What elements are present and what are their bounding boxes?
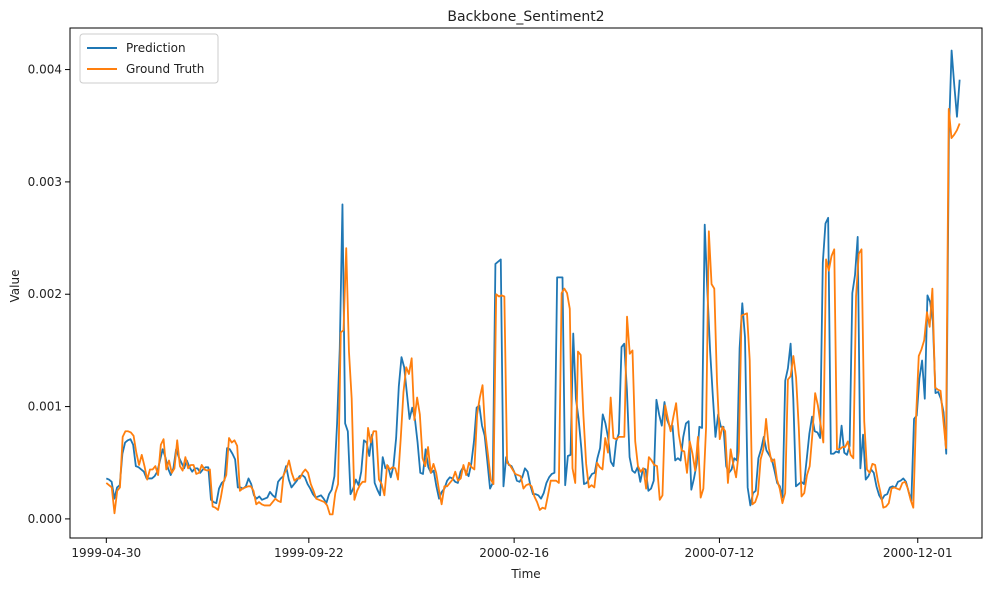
x-axis-label: Time bbox=[510, 567, 540, 581]
legend-label-ground-truth: Ground Truth bbox=[126, 62, 204, 76]
plot-frame bbox=[69, 27, 983, 539]
legend: Prediction Ground Truth bbox=[79, 33, 219, 84]
legend-box bbox=[79, 33, 219, 84]
y-tick-label: 0.002 bbox=[28, 287, 62, 301]
x-tick-label: 1999-04-30 bbox=[71, 546, 141, 560]
plot-area bbox=[105, 49, 961, 516]
y-tick-label: 0.004 bbox=[28, 63, 62, 77]
y-tick-label: 0.001 bbox=[28, 400, 62, 414]
x-axis: 1999-04-30 1999-09-22 2000-02-16 2000-07-12… bbox=[71, 538, 953, 560]
legend-label-prediction: Prediction bbox=[126, 41, 186, 55]
y-tick-label: 0.000 bbox=[28, 512, 62, 526]
x-tick-label: 2000-02-16 bbox=[479, 546, 549, 560]
x-tick-label: 2000-12-01 bbox=[883, 546, 953, 560]
y-tick-label: 0.003 bbox=[28, 175, 62, 189]
x-tick-label: 1999-09-22 bbox=[274, 546, 344, 560]
y-axis-label: Value bbox=[8, 270, 22, 303]
series-line-ground-truth bbox=[105, 107, 961, 516]
y-axis: 0.000 0.001 0.002 0.003 0.004 bbox=[28, 63, 70, 526]
x-tick-label: 2000-07-12 bbox=[685, 546, 755, 560]
chart-title: Backbone_Sentiment2 bbox=[447, 9, 604, 25]
